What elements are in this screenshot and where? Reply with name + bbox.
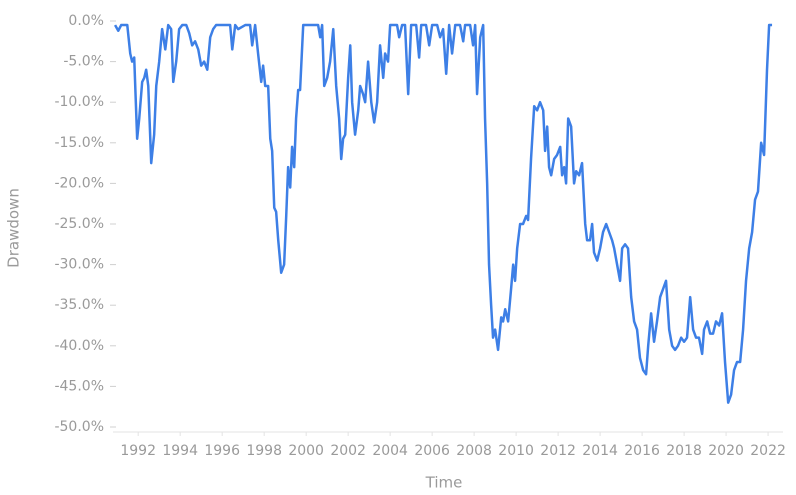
x-axis-title: Time xyxy=(425,474,463,492)
x-tick-label: 1998 xyxy=(246,443,282,459)
y-tick-label: -40.0% xyxy=(54,338,104,354)
x-tick-label: 2008 xyxy=(456,443,492,459)
x-tick-label: 2002 xyxy=(330,443,366,459)
x-tick-label: 2010 xyxy=(498,443,534,459)
y-tick-label: -15.0% xyxy=(54,135,104,151)
y-tick-label: -30.0% xyxy=(54,257,104,273)
x-tick-label: 1996 xyxy=(204,443,240,459)
x-tick-label: 1994 xyxy=(162,443,198,459)
y-tick-label: -10.0% xyxy=(54,94,104,110)
y-tick-label: -5.0% xyxy=(63,54,104,70)
x-tick-label: 2018 xyxy=(666,443,702,459)
y-tick-label: -20.0% xyxy=(54,175,104,191)
x-tick-label: 2022 xyxy=(750,443,786,459)
y-tick-label: 0.0% xyxy=(68,13,104,29)
x-tick-label: 2006 xyxy=(414,443,450,459)
x-tick-label: 2004 xyxy=(372,443,408,459)
x-tick-label: 2012 xyxy=(540,443,576,459)
y-axis-title: Drawdown xyxy=(5,188,23,268)
y-tick-label: -45.0% xyxy=(54,378,104,394)
y-tick-label: -25.0% xyxy=(54,216,104,232)
y-tick-label: -50.0% xyxy=(54,419,104,435)
x-tick-label: 2020 xyxy=(708,443,744,459)
x-tick-label: 2016 xyxy=(624,443,660,459)
x-tick-label: 2014 xyxy=(582,443,618,459)
y-tick-label: -35.0% xyxy=(54,297,104,313)
x-tick-label: 2000 xyxy=(288,443,324,459)
line xyxy=(114,23,773,404)
x-tick-label: 1992 xyxy=(120,443,156,459)
